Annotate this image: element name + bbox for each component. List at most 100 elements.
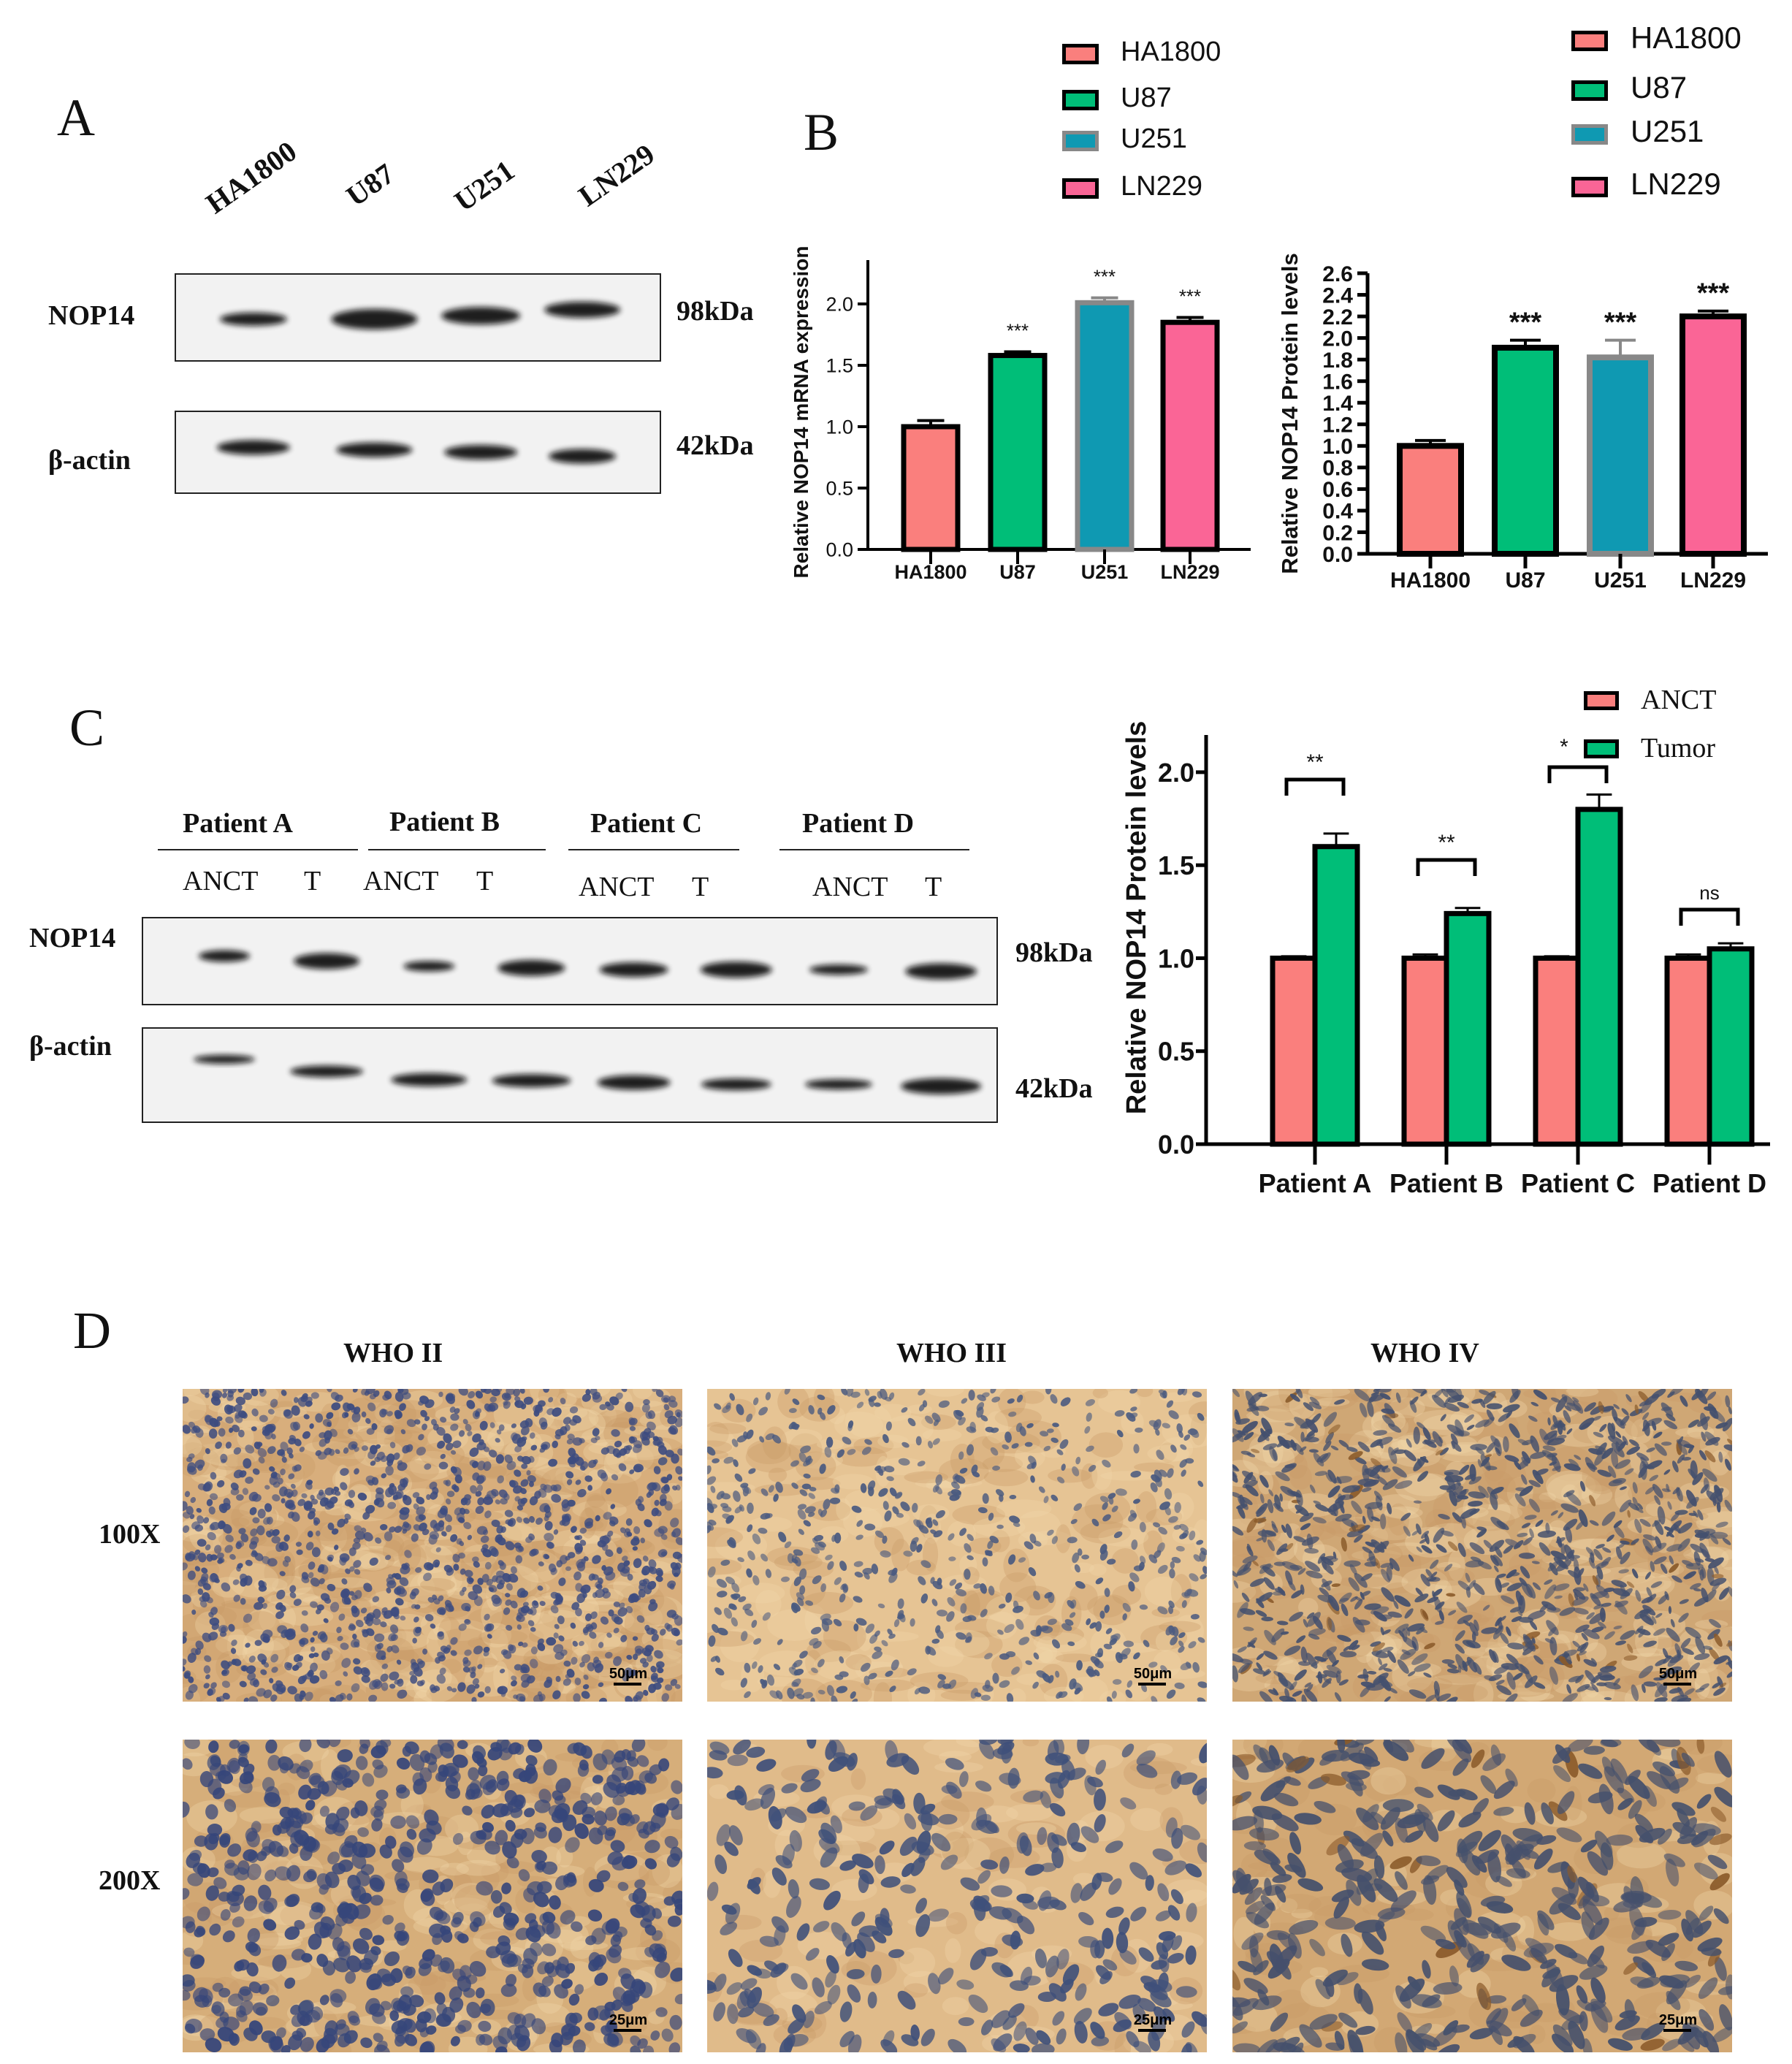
nucleus: [237, 1563, 243, 1569]
nucleus: [657, 1526, 668, 1534]
stroma: [408, 1544, 454, 1574]
stroma: [499, 1580, 550, 1596]
nucleus: [592, 1555, 601, 1564]
row-label-200x: 200X: [99, 1865, 161, 1896]
nucleus: [310, 1662, 318, 1672]
nucleus: [340, 1692, 346, 1700]
nucleus: [183, 1396, 189, 1404]
stroma: [183, 1395, 207, 1423]
nucleus: [454, 1474, 462, 1484]
stroma: [265, 1550, 285, 1560]
stroma: [441, 1659, 462, 1674]
nucleus: [270, 1694, 278, 1702]
nucleus: [530, 1659, 538, 1669]
nucleus: [477, 1664, 483, 1669]
band: [336, 442, 413, 457]
nucleus: [640, 1537, 646, 1544]
stroma: [382, 1659, 417, 1688]
nucleus: [372, 1618, 381, 1626]
patient-header-d: Patient D: [802, 808, 915, 839]
nucleus: [264, 1485, 270, 1490]
lane-label-anct: ANCT: [812, 872, 888, 902]
nucleus: [413, 1524, 421, 1531]
nucleus: [184, 1490, 191, 1498]
legend-swatch-ha1800: [1571, 31, 1608, 51]
nucleus: [351, 1412, 361, 1423]
nucleus: [565, 1471, 574, 1479]
nucleus: [538, 1488, 547, 1498]
nucleus: [235, 1396, 245, 1406]
nucleus: [199, 1596, 206, 1602]
blot-a-actin: [175, 411, 661, 494]
band: [497, 959, 565, 976]
lane-label-t: T: [925, 872, 942, 902]
nucleus: [496, 1429, 502, 1435]
stroma: [351, 1546, 400, 1569]
column-header-who-iv: WHO IV: [1370, 1338, 1479, 1368]
nucleus: [496, 1582, 504, 1590]
nucleus: [515, 1555, 523, 1564]
blot-c-nop14-label: NOP14: [29, 923, 116, 953]
blot-a-nop14-size: 98kDa: [676, 296, 754, 327]
nucleus: [248, 1656, 256, 1663]
legend-label: LN229: [1121, 171, 1202, 202]
nucleus: [511, 1675, 517, 1681]
nucleus: [566, 1479, 573, 1485]
blot-c-actin: [142, 1027, 998, 1123]
stroma: [573, 1601, 627, 1612]
blot-a-nop14: [175, 273, 661, 362]
nucleus: [495, 1389, 503, 1393]
legend-swatch-ln229: [1571, 177, 1608, 197]
nucleus: [361, 1527, 367, 1533]
nucleus: [381, 1409, 388, 1415]
blot-a-actin-label: β-actin: [48, 445, 131, 476]
stroma: [635, 1540, 655, 1555]
legend-label: U87: [1121, 83, 1172, 113]
nucleus: [281, 1390, 287, 1396]
nucleus: [467, 1431, 473, 1436]
nucleus: [354, 1447, 359, 1452]
nucleus: [411, 1588, 419, 1596]
nucleus: [537, 1642, 546, 1651]
nucleus: [267, 1446, 276, 1455]
nucleus: [221, 1582, 231, 1592]
stroma: [183, 1529, 218, 1542]
stroma: [522, 1431, 543, 1457]
nucleus: [517, 1499, 525, 1507]
nucleus: [600, 1616, 609, 1625]
nucleus: [385, 1555, 392, 1561]
nucleus: [462, 1667, 470, 1673]
stroma: [188, 1409, 207, 1420]
nucleus: [472, 1556, 479, 1563]
nucleus: [202, 1583, 211, 1591]
lane-label-t: T: [476, 866, 494, 896]
nucleus: [291, 1512, 300, 1522]
nucleus: [482, 1496, 493, 1505]
stroma: [538, 1655, 556, 1672]
nucleus: [418, 1433, 424, 1441]
nucleus: [484, 1389, 492, 1394]
legend-swatch-u87: [1571, 80, 1608, 101]
nucleus: [521, 1463, 528, 1469]
stroma: [521, 1540, 555, 1573]
nucleus: [445, 1498, 451, 1505]
nucleus: [231, 1659, 237, 1665]
band: [219, 312, 287, 326]
stroma: [671, 1689, 682, 1702]
nucleus: [533, 1404, 544, 1414]
stroma: [584, 1494, 609, 1523]
nucleus: [271, 1536, 281, 1544]
nucleus: [633, 1558, 642, 1569]
nucleus: [194, 1566, 201, 1572]
row-label-100x: 100X: [99, 1519, 161, 1550]
nucleus: [334, 1545, 339, 1550]
nucleus: [347, 1428, 354, 1435]
panel-label-c: C: [69, 698, 105, 757]
lane-label-anct: ANCT: [363, 866, 439, 896]
nucleus: [435, 1656, 441, 1664]
nucleus: [354, 1468, 359, 1475]
nucleus: [440, 1453, 446, 1459]
stroma: [234, 1420, 267, 1431]
stroma: [319, 1522, 348, 1553]
band: [597, 1075, 671, 1090]
